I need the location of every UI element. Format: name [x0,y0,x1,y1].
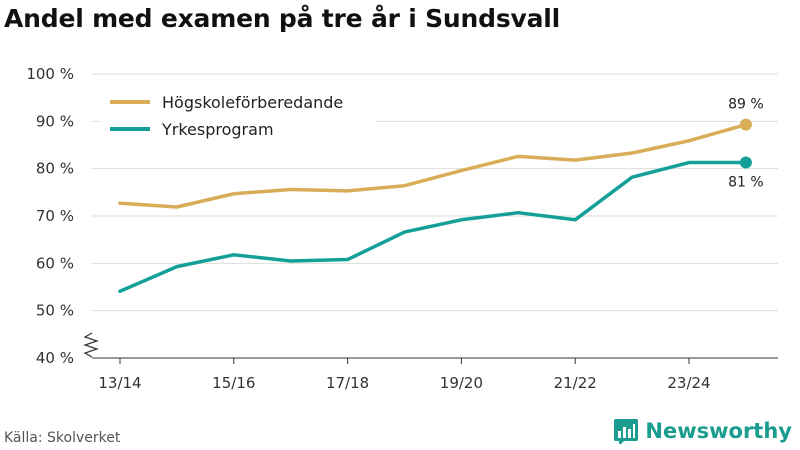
y-tick-label: 60 % [36,254,74,272]
y-tick-label: 70 % [36,207,74,225]
y-tick-label: 80 % [36,160,74,178]
x-tick-label: 21/22 [554,374,597,392]
y-tick-label: 50 % [36,302,74,320]
legend: Högskoleförberedande Yrkesprogram [100,88,376,144]
y-tick-label: 90 % [36,112,74,130]
legend-label: Högskoleförberedande [162,93,343,112]
axis-break-icon [83,332,99,358]
y-tick-label: 100 % [26,65,74,83]
x-tick-label: 19/20 [440,374,483,392]
series-end-point [739,118,752,131]
x-tick-label: 15/16 [212,374,255,392]
source-note: Källa: Skolverket [4,430,121,446]
grid-lines [92,73,778,312]
series-end-point [739,156,752,169]
legend-label: Yrkesprogram [161,120,274,139]
x-tick-label: 13/14 [98,374,141,392]
y-axis-ticks: 40 % 50 % 60 % 70 % 80 % 90 % 100 % [26,65,74,367]
brand-logo: Newsworthy [613,418,792,444]
end-value-label: 89 % [728,97,764,113]
end-labels: 89 % 81 % [728,97,764,191]
axes [83,332,778,359]
series-line-0 [118,122,748,209]
chart-title: Andel med examen på tre år i Sundsvall [4,4,560,33]
series-line-1 [118,160,748,294]
brand-name: Newsworthy [645,419,792,443]
newsworthy-logo-icon [614,419,639,444]
y-tick-label: 40 % [36,349,74,367]
series [118,118,752,294]
legend-background [100,88,376,144]
x-axis-ticks: 13/14 15/16 17/18 19/20 21/22 23/24 [98,358,711,392]
x-tick-label: 23/24 [667,374,710,392]
x-tick-label: 17/18 [326,374,369,392]
end-value-label: 81 % [728,175,764,191]
